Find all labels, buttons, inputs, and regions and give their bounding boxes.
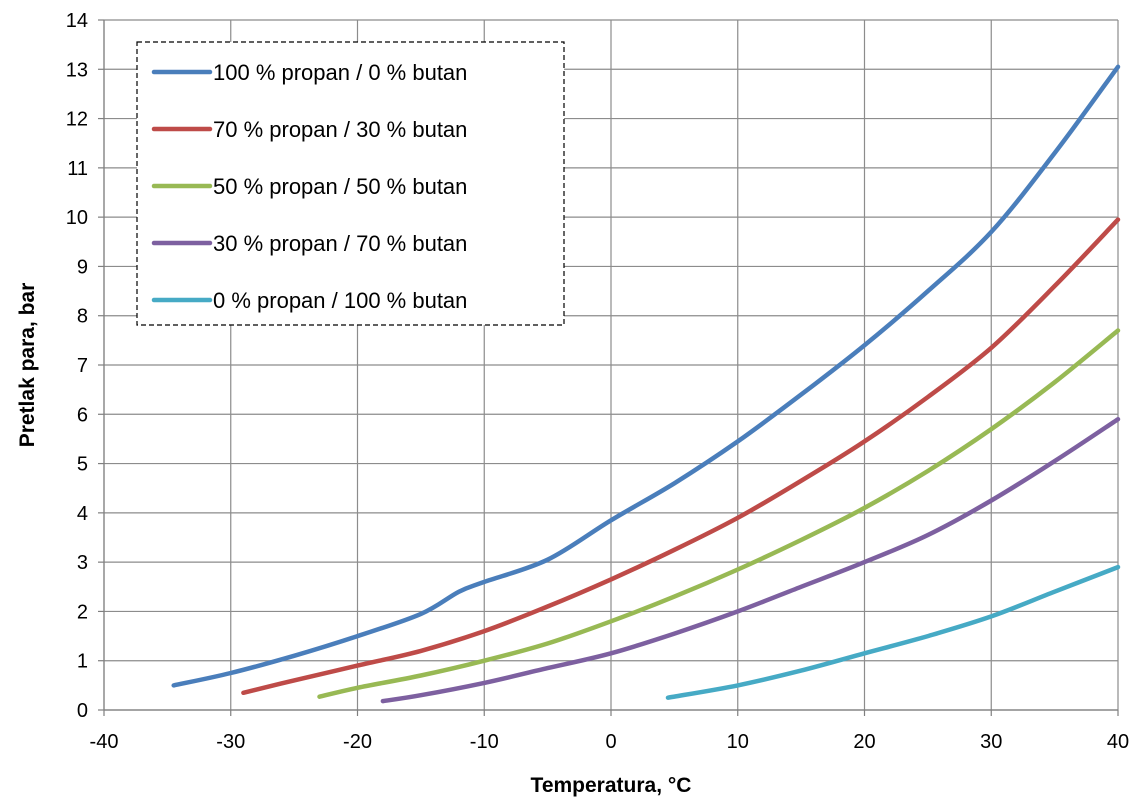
y-tick-label: 6 bbox=[77, 404, 88, 426]
y-tick-label: 1 bbox=[77, 651, 88, 673]
series-line-1 bbox=[171, 64, 1121, 688]
x-tick-label: -10 bbox=[470, 731, 499, 753]
y-tick-label: 9 bbox=[77, 256, 88, 278]
legend-label-5: 0 % propan / 100 % butan bbox=[213, 288, 467, 313]
x-tick-label: -40 bbox=[90, 731, 119, 753]
y-tick-label: 2 bbox=[77, 601, 88, 623]
legend-label-4: 30 % propan / 70 % butan bbox=[213, 231, 467, 256]
legend-label-3: 50 % propan / 50 % butan bbox=[213, 174, 467, 199]
y-tick-label: 14 bbox=[66, 10, 88, 32]
y-tick-label: 3 bbox=[77, 552, 88, 574]
x-tick-label: 10 bbox=[727, 731, 749, 753]
plot-area bbox=[171, 64, 1121, 704]
x-tick-label: 20 bbox=[853, 731, 875, 753]
y-tick-label: 5 bbox=[77, 454, 88, 476]
x-tick-label: 30 bbox=[980, 731, 1002, 753]
y-tick-label: 8 bbox=[77, 306, 88, 328]
x-tick-label: -30 bbox=[216, 731, 245, 753]
series-line-4 bbox=[380, 416, 1121, 704]
series-line-5 bbox=[665, 564, 1121, 700]
series-line-3 bbox=[317, 328, 1121, 699]
y-tick-label: 0 bbox=[77, 700, 88, 722]
y-axis-title: Pretlak para, bar bbox=[16, 283, 39, 448]
y-tick-label: 7 bbox=[77, 355, 88, 377]
y-tick-label: 11 bbox=[67, 158, 88, 180]
legend-label-2: 70 % propan / 30 % butan bbox=[213, 117, 467, 142]
x-axis-title: Temperatura, °C bbox=[531, 774, 692, 797]
axes: -40 -30 -20 -10 0 10 20 30 400123456789101112131… bbox=[66, 10, 1129, 753]
y-tick-label: 10 bbox=[66, 207, 88, 229]
y-tick-label: 4 bbox=[77, 503, 88, 525]
legend-box bbox=[136, 41, 565, 326]
x-tick-label: 0 bbox=[605, 731, 616, 753]
series-line-2 bbox=[241, 217, 1121, 696]
y-tick-label: 12 bbox=[66, 109, 88, 131]
x-tick-label: 40 bbox=[1107, 731, 1129, 753]
x-tick-label: -20 bbox=[343, 731, 372, 753]
legend-label-1: 100 % propan / 0 % butan bbox=[213, 60, 467, 85]
y-tick-label: 13 bbox=[66, 59, 88, 81]
legend: 100 % propan / 0 % butan 70 % propan / 30… bbox=[136, 41, 565, 326]
